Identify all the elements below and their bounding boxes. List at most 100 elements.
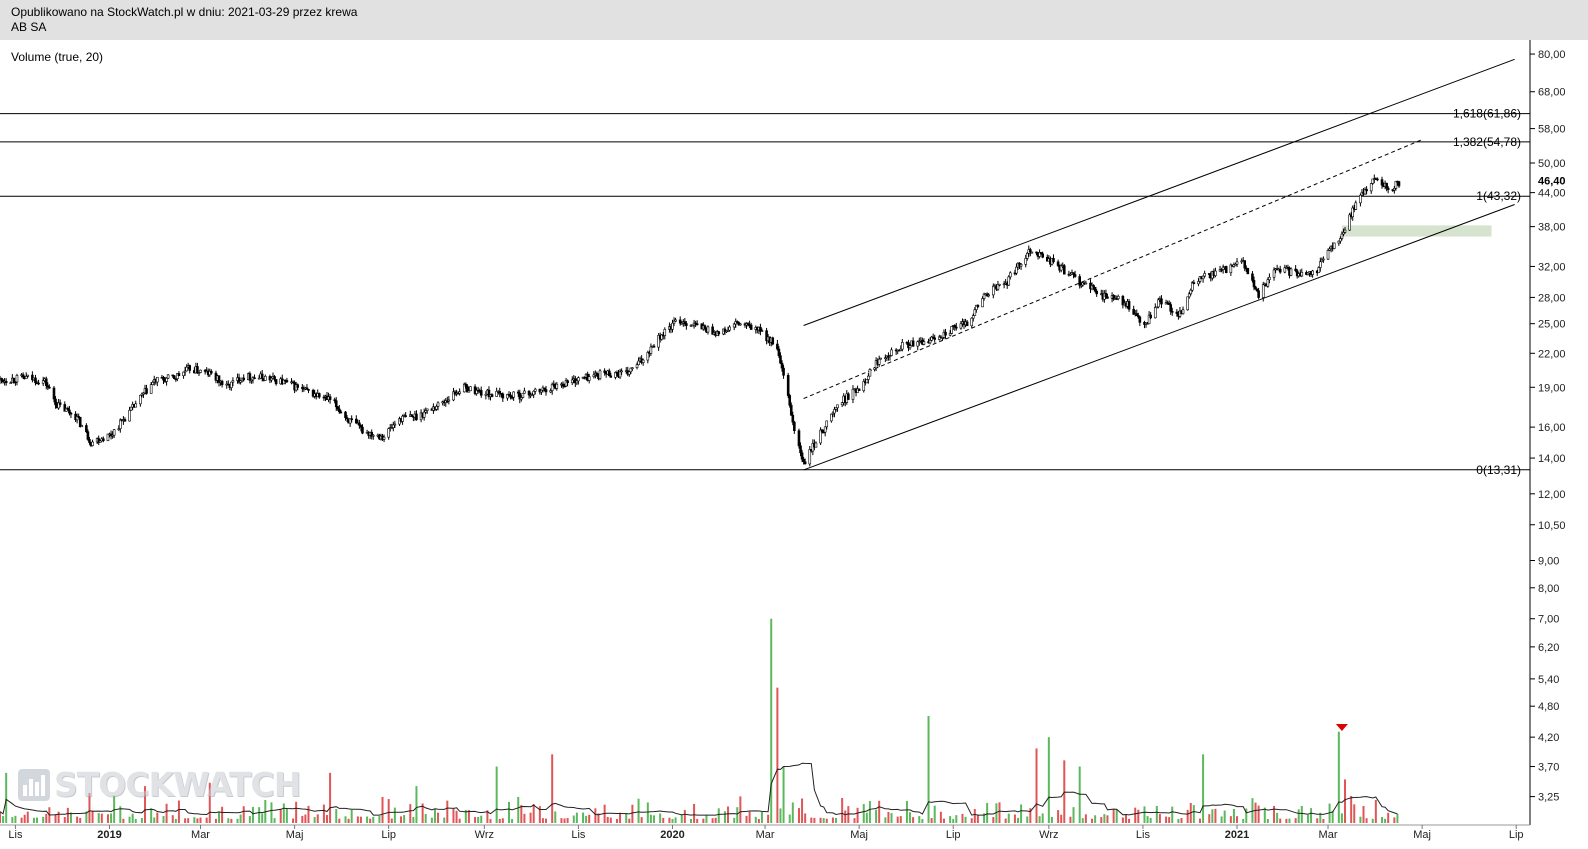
price-candle [1371,178,1375,185]
volume-bar [1236,816,1239,823]
price-candle [1069,272,1072,277]
candle-body [1025,252,1029,259]
volume-bar [523,813,526,823]
signal-marker-icon [1335,724,1348,731]
candle-body [683,321,687,324]
volume-bar [193,817,196,823]
price-candle [359,424,363,432]
price-candle [1311,269,1314,278]
price-candle [1369,182,1373,194]
price-candle [317,392,321,399]
price-candle [1286,264,1290,271]
volume-bar [177,800,180,823]
candle-body [425,408,429,411]
volume-bar [1081,818,1084,823]
price-candle [1380,176,1384,189]
volume-bar [1371,818,1374,823]
candle-body [203,369,207,372]
candle-body [484,393,488,396]
candle-body [1340,233,1344,239]
candle-body [970,317,974,327]
candle-body [1224,266,1228,274]
price-candle [833,406,836,418]
candle-body [26,374,30,377]
candle-body [58,402,62,405]
price-candle [1160,295,1163,309]
volume-bar [85,811,88,823]
volume-bar [1038,816,1041,823]
volume-bar [1069,816,1072,823]
candle-body [177,373,181,377]
candle-body [521,392,525,398]
candle-body [248,373,252,381]
price-candle [387,427,390,440]
volume-bar [955,815,958,823]
price-candle [172,375,176,380]
candle-body [799,445,802,454]
x-tick-label: 2019 [97,829,121,841]
candle-body [564,380,568,387]
candle-body [1207,273,1211,275]
x-tick-label: Lis [571,829,586,841]
price-candle [447,396,451,405]
price-candle [777,346,781,358]
candle-body [510,396,514,399]
candle-body [822,431,825,434]
candle-body [358,422,361,426]
bar-chart-icon [18,768,50,801]
candle-body [4,380,8,384]
price-candle [86,429,90,441]
candle-body [981,298,984,308]
fib-level-label: 1,382(54,78) [1453,135,1521,149]
y-tick-label: 22,00 [1538,348,1566,360]
candle-body [1397,181,1401,187]
candle-body [628,371,631,375]
price-candle [106,433,110,442]
price-candle [111,431,114,439]
volume-bar [779,808,782,823]
volume-bar [810,817,813,823]
candle-body [487,389,491,398]
price-candle [746,322,750,327]
price-candle [739,323,742,326]
candle-body [1255,288,1259,292]
volume-bar [736,807,739,823]
candle-body [1132,308,1135,315]
x-tick-label: Lip [381,829,396,841]
candle-body [1365,189,1368,192]
candle-body [789,404,793,416]
volume-bar [1340,813,1343,823]
candle-body [220,380,224,385]
candle-body [1272,269,1276,278]
candle-body [641,359,645,363]
volume-bar [566,818,569,823]
volume-bar [199,817,202,823]
candle-body [965,321,969,327]
price-candle [199,369,202,373]
price-candle [34,374,37,386]
candle-body [916,341,920,347]
candle-body [344,411,347,419]
candle-body [475,390,478,394]
candle-body [544,389,548,393]
candle-body [199,369,202,373]
price-candle [1181,306,1185,315]
volume-bar [1017,817,1019,823]
price-candle [1029,247,1032,257]
candle-body [149,384,153,394]
price-candle [609,372,613,378]
candle-body [145,388,148,394]
volume-bar [782,766,785,823]
y-tick-label: 8,00 [1538,583,1559,595]
candle-body [1038,252,1041,257]
candle-body [112,429,116,436]
volume-bar [421,803,424,823]
price-candle [273,375,276,382]
price-candle [119,418,122,433]
price-candle [523,387,526,394]
candle-body [69,412,73,415]
price-candle [825,420,829,430]
volume-bar [88,793,91,823]
candle-body [1041,253,1044,258]
